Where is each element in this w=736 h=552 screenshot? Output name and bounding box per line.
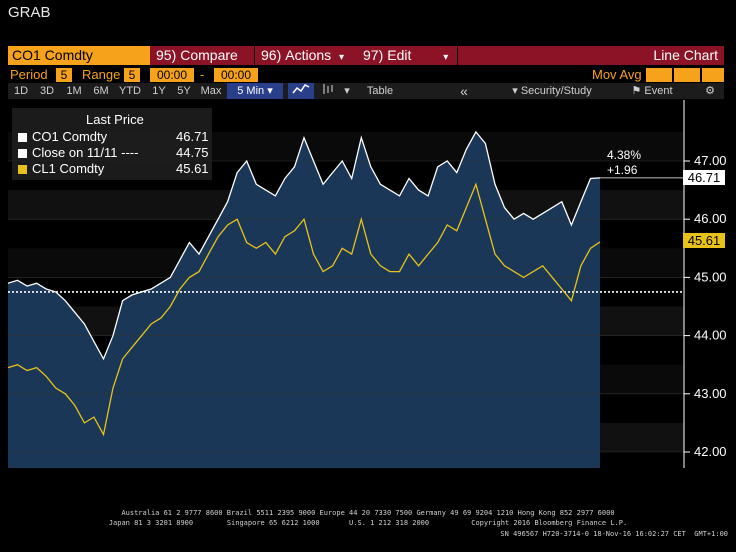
actions-label: Actions — [285, 47, 332, 63]
security-study-dropdown-icon: ▾ — [512, 85, 518, 97]
security-study-label: Security/Study — [520, 85, 592, 97]
table-button[interactable]: Table — [366, 85, 394, 97]
range-tab-3d[interactable]: 3D — [39, 85, 55, 97]
legend-name-cl1: CL1 Comdty — [32, 161, 105, 176]
edit-number: 97) — [363, 47, 384, 63]
actions-number: 96) — [261, 47, 282, 63]
y-tick-label: 43.00 — [694, 386, 727, 401]
line-chart-icon[interactable] — [288, 83, 314, 99]
range-tab-ytd[interactable]: YTD — [119, 85, 141, 97]
cl1-last-price-tag: 45.61 — [683, 233, 725, 248]
screen-label: GRAB — [8, 4, 51, 21]
change-percent: 4.38% — [607, 148, 642, 162]
legend-name-co1: CO1 Comdty — [32, 129, 108, 144]
legend-row-co1[interactable]: CO1 Comdty — [18, 129, 107, 144]
y-tick-label: 45.00 — [694, 269, 727, 284]
legend-title: Last Price — [86, 112, 144, 127]
footer-contacts-1: Australia 61 2 9777 8600 Brazil 5511 239… — [121, 509, 615, 517]
footer-session: SN 496567 H720-3714-0 18-Nov-16 16:02:27… — [500, 530, 728, 538]
range-tab-1m[interactable]: 1M — [66, 85, 82, 97]
time-separator: - — [200, 67, 205, 82]
change-absolute: +1.96 — [607, 163, 638, 177]
mov-avg-field-3[interactable] — [702, 68, 724, 82]
y-tick-label: 44.00 — [694, 328, 727, 343]
interval-label: 5 Min — [237, 85, 265, 97]
legend-value-co1: 46.71 — [176, 129, 209, 144]
legend-row-cl1[interactable]: CL1 Comdty — [18, 161, 104, 176]
flag-icon: ⚑ — [631, 85, 642, 97]
cl1-series-line — [7, 182, 601, 437]
edit-label: Edit — [387, 47, 412, 63]
time-from-field[interactable]: 00:00 — [150, 68, 194, 82]
range-tab-6m[interactable]: 6M — [93, 85, 109, 97]
legend-panel — [12, 108, 212, 180]
chart-type-dropdown-icon[interactable]: ▾ — [344, 85, 350, 97]
mov-avg-field-1[interactable] — [646, 68, 672, 82]
interval-dropdown[interactable]: 5 Min ▾ — [227, 83, 283, 99]
gear-icon[interactable]: ⚙ — [705, 85, 715, 97]
bar-chart-icon[interactable] — [318, 83, 338, 99]
range-tab-5y[interactable]: 5Y — [177, 85, 191, 97]
time-to-field[interactable]: 00:00 — [214, 68, 258, 82]
mov-avg-label: Mov Avg — [592, 67, 642, 82]
mov-avg-field-2[interactable] — [674, 68, 700, 82]
range-tab-1y[interactable]: 1Y — [152, 85, 166, 97]
edit-dropdown-icon: ▾ — [443, 52, 449, 63]
legend-value-close: 44.75 — [176, 145, 209, 160]
legend-swatch-close — [18, 149, 27, 159]
co1-last-price-tag: 46.71 — [683, 170, 725, 185]
compare-label: Compare — [180, 47, 238, 63]
collapse-icon[interactable]: « — [460, 83, 468, 99]
legend-value-cl1: 45.61 — [176, 161, 209, 176]
view-type-button[interactable]: Line Chart — [458, 46, 724, 65]
ticker-field[interactable]: CO1 Comdty — [8, 46, 150, 65]
y-tick-label: 42.00 — [694, 444, 727, 459]
edit-button[interactable]: 97) Edit ▾ — [357, 46, 457, 65]
event-button[interactable]: ⚑ Event — [622, 83, 682, 99]
price-chart[interactable]: 47.0046.0045.0044.0043.0042.0008:0016:00… — [0, 100, 736, 468]
range-tab-1d[interactable]: 1D — [13, 85, 29, 97]
range-label: Range — [82, 67, 121, 82]
legend-row-close[interactable]: Close on 11/11 ---- — [18, 145, 138, 160]
co1-series-line — [7, 130, 601, 361]
legend-name-close: Close on 11/11 ---- — [32, 145, 139, 160]
actions-button[interactable]: 96) Actions ▾ — [255, 46, 357, 65]
period-label: Period — [10, 67, 48, 82]
compare-number: 95) — [156, 47, 177, 63]
co1-area-fill — [8, 131, 600, 468]
y-tick-label: 46.00 — [694, 211, 727, 226]
range-field[interactable]: 5 — [124, 68, 140, 82]
range-toolbar — [8, 83, 724, 99]
compare-button[interactable]: 95) Compare — [150, 46, 254, 65]
y-tick-label: 47.00 — [694, 153, 727, 168]
range-tab-max[interactable]: Max — [200, 85, 222, 97]
actions-dropdown-icon: ▾ — [339, 52, 345, 63]
period-field[interactable]: 5 — [56, 68, 72, 82]
footer-contacts-2: Japan 81 3 3201 8900 Singapore 65 6212 1… — [108, 519, 628, 527]
legend-swatch-cl1 — [18, 165, 27, 175]
security-study-button[interactable]: ▾ Security/Study — [500, 83, 604, 99]
legend-swatch-co1 — [18, 133, 27, 143]
interval-dropdown-icon: ▾ — [267, 85, 273, 97]
event-label: Event — [644, 85, 673, 97]
